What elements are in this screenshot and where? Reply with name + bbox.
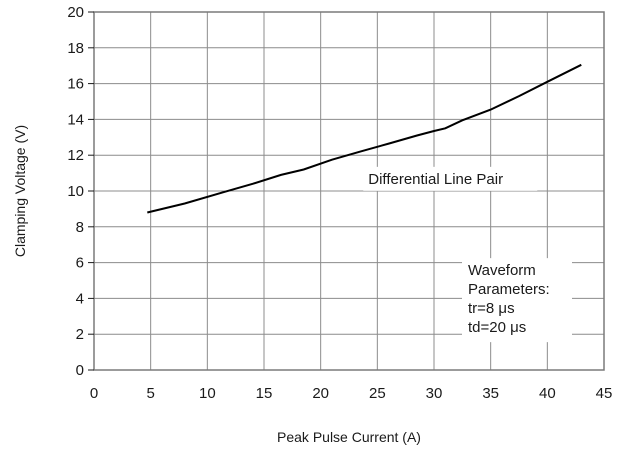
x-tick-label: 30	[426, 385, 443, 402]
y-tick-label: 16	[67, 76, 84, 93]
x-tick-label: 5	[146, 385, 154, 402]
y-tick-label: 12	[67, 147, 84, 164]
series-label-background	[363, 166, 538, 191]
x-tick-label: 45	[596, 385, 613, 402]
waveform-line: Parameters:	[468, 281, 550, 298]
y-tick-label: 0	[76, 362, 84, 379]
waveform-box-background	[462, 258, 572, 343]
x-tick-labels: 0 5 10 15 20 25 30 35 40 45	[90, 385, 613, 402]
x-tick-label: 40	[539, 385, 556, 402]
x-tick-label: 0	[90, 385, 98, 402]
y-tick-label: 20	[67, 4, 84, 21]
y-tick-label: 18	[67, 40, 84, 57]
x-tick-label: 25	[369, 385, 386, 402]
waveform-line: Waveform	[468, 262, 536, 279]
y-axis-label: Clamping Voltage (V)	[12, 125, 28, 257]
waveform-line: tr=8 μs	[468, 300, 515, 317]
x-tick-label: 35	[482, 385, 499, 402]
x-tick-label: 15	[256, 385, 273, 402]
y-tick-label: 4	[76, 290, 84, 307]
x-tick-label: 20	[312, 385, 329, 402]
y-tick-label: 14	[67, 111, 84, 128]
series-label: Differential Line Pair	[368, 171, 503, 188]
waveform-line: td=20 μs	[468, 319, 526, 336]
y-tick-labels: 0 2 4 6 8 10 12 14 16 18 20	[67, 4, 94, 379]
x-tick-label: 10	[199, 385, 216, 402]
waveform-parameters: Waveform Parameters: tr=8 μs td=20 μs	[468, 262, 550, 336]
y-tick-label: 10	[67, 183, 84, 200]
y-tick-label: 6	[76, 255, 84, 272]
y-tick-label: 8	[76, 219, 84, 236]
series-line	[147, 63, 582, 214]
x-axis-label: Peak Pulse Current (A)	[277, 429, 421, 445]
y-tick-label: 2	[76, 326, 84, 343]
